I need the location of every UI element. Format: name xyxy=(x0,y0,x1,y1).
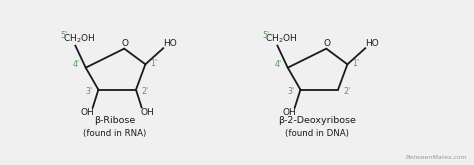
Text: OH: OH xyxy=(283,108,296,117)
Text: 1': 1' xyxy=(150,59,157,68)
Text: O: O xyxy=(323,39,330,48)
Text: β-2-Deoxyribose: β-2-Deoxyribose xyxy=(278,116,356,125)
Text: OH: OH xyxy=(80,108,94,117)
Text: 5': 5' xyxy=(60,31,67,40)
Text: HO: HO xyxy=(164,39,177,48)
Text: 1': 1' xyxy=(352,59,359,68)
Text: HO: HO xyxy=(365,39,379,48)
Text: BetweenMates.com: BetweenMates.com xyxy=(405,155,467,160)
Text: (found in DNA): (found in DNA) xyxy=(285,129,349,138)
Text: β-Ribose: β-Ribose xyxy=(94,116,136,125)
Text: O: O xyxy=(121,39,128,48)
Text: 3': 3' xyxy=(287,87,295,96)
Text: 2': 2' xyxy=(344,87,351,96)
Text: OH: OH xyxy=(140,108,154,117)
Text: CH$_2$OH: CH$_2$OH xyxy=(63,33,95,45)
Text: 5': 5' xyxy=(262,31,269,40)
Text: 4': 4' xyxy=(73,60,80,69)
Text: 4': 4' xyxy=(275,60,282,69)
Text: CH$_2$OH: CH$_2$OH xyxy=(265,33,297,45)
Text: (found in RNA): (found in RNA) xyxy=(83,129,146,138)
Text: 3': 3' xyxy=(85,87,92,96)
Text: 2': 2' xyxy=(142,87,149,96)
